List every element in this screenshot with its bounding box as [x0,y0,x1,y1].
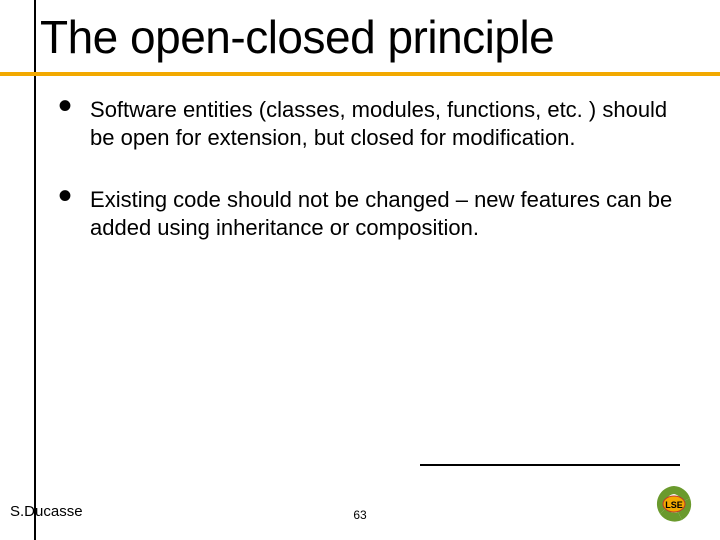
bullet-item: • Software entities (classes, modules, f… [58,96,678,152]
bullet-dot-icon: • [58,96,72,116]
bullet-item: • Existing code should not be changed – … [58,186,678,242]
page-number: 63 [353,508,366,522]
svg-text:LSE: LSE [665,500,683,510]
author-label: S.Ducasse [10,503,83,520]
slide-title: The open-closed principle [40,10,554,64]
slide: The open-closed principle • Software ent… [0,0,720,540]
lse-logo-icon: LSE [652,482,696,526]
bullet-text: Existing code should not be changed – ne… [90,186,678,242]
bullet-dot-icon: • [58,186,72,206]
footer-rule [420,464,680,466]
title-underline [0,72,720,76]
bullet-text: Software entities (classes, modules, fun… [90,96,678,152]
content-area: • Software entities (classes, modules, f… [58,96,678,277]
vertical-rule [34,0,36,540]
